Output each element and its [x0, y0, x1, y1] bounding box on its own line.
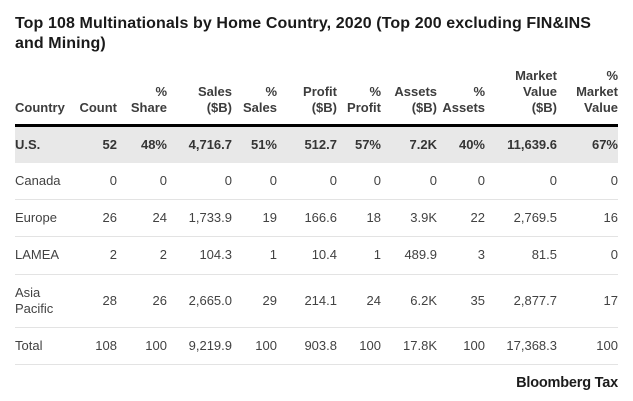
table-row-lamea: LAMEA 2 2 104.3 1 10.4 1 489.9 3 81.5 0	[15, 236, 618, 275]
cell-profit: 166.6	[277, 199, 337, 238]
cell-market-value: 2,769.5	[485, 199, 557, 238]
cell-count: 108	[75, 327, 117, 366]
cell-assets: 3.9K	[381, 199, 437, 238]
column-header-country: Country	[15, 99, 65, 115]
cell-country: Canada	[15, 162, 75, 201]
cell-pct-sales: 51%	[232, 125, 277, 163]
table-body: U.S. 52 48% 4,716.7 51% 512.7 57% 7.2K 4…	[15, 125, 618, 366]
cell-pct-share: 24	[117, 199, 167, 238]
cell-assets: 6.2K	[381, 274, 437, 329]
cell-pct-assets: 35	[437, 274, 485, 329]
cell-count: 26	[75, 199, 117, 238]
column-header-profit: Profit ($B)	[303, 83, 337, 115]
cell-sales: 0	[167, 162, 232, 201]
cell-pct-sales: 0	[232, 162, 277, 201]
cell-market-value: 11,639.6	[485, 125, 557, 163]
cell-pct-market-value: 16	[557, 199, 618, 238]
cell-profit: 10.4	[277, 236, 337, 275]
cell-assets: 7.2K	[381, 125, 437, 163]
header-row: Country Count % Share Sales ($B) % Sales Pr…	[15, 62, 618, 126]
cell-market-value: 2,877.7	[485, 274, 557, 329]
cell-pct-assets: 100	[437, 327, 485, 366]
cell-pct-market-value: 67%	[557, 125, 618, 163]
footer: Bloomberg Tax	[15, 375, 618, 391]
cell-assets: 17.8K	[381, 327, 437, 366]
cell-country: Europe	[15, 199, 75, 238]
table-row-canada: Canada 0 0 0 0 0 0 0 0 0 0	[15, 162, 618, 201]
bloomberg-tax-logo: Bloomberg Tax	[516, 375, 618, 392]
cell-profit: 903.8	[277, 327, 337, 366]
cell-pct-sales: 29	[232, 274, 277, 329]
cell-pct-share: 26	[117, 274, 167, 329]
cell-pct-assets: 40%	[437, 125, 485, 163]
cell-count: 2	[75, 236, 117, 275]
cell-country: Asia Pacific	[15, 274, 75, 329]
column-header-count: Count	[79, 99, 117, 115]
page: Top 108 Multinationals by Home Country, …	[0, 14, 633, 391]
cell-count: 28	[75, 274, 117, 329]
cell-pct-assets: 3	[437, 236, 485, 275]
cell-pct-market-value: 17	[557, 274, 618, 329]
column-header-pct-assets: % Assets	[442, 83, 485, 115]
cell-assets: 489.9	[381, 236, 437, 275]
table-row-total: Total 108 100 9,219.9 100 903.8 100 17.8…	[15, 327, 618, 366]
cell-pct-profit: 0	[337, 162, 381, 201]
cell-assets: 0	[381, 162, 437, 201]
cell-pct-market-value: 0	[557, 236, 618, 275]
cell-market-value: 81.5	[485, 236, 557, 275]
multinationals-table: Country Count % Share Sales ($B) % Sales Pr…	[15, 62, 618, 366]
cell-sales: 9,219.9	[167, 327, 232, 366]
column-header-pct-share: % Share	[130, 83, 167, 115]
cell-country: Total	[15, 327, 75, 366]
table-row-europe: Europe 26 24 1,733.9 19 166.6 18 3.9K 22…	[15, 199, 618, 238]
cell-pct-share: 2	[117, 236, 167, 275]
cell-sales: 104.3	[167, 236, 232, 275]
cell-profit: 0	[277, 162, 337, 201]
table-header: Country Count % Share Sales ($B) % Sales Pr…	[15, 62, 618, 126]
page-title: Top 108 Multinationals by Home Country, …	[15, 15, 592, 52]
cell-pct-profit: 18	[337, 199, 381, 238]
cell-market-value: 17,368.3	[485, 327, 557, 366]
cell-pct-share: 100	[117, 327, 167, 366]
cell-pct-assets: 0	[437, 162, 485, 201]
cell-pct-profit: 100	[337, 327, 381, 366]
cell-count: 52	[75, 125, 117, 163]
cell-country: U.S.	[15, 125, 75, 163]
cell-count: 0	[75, 162, 117, 201]
cell-market-value: 0	[485, 162, 557, 201]
cell-profit: 512.7	[277, 125, 337, 163]
cell-sales: 1,733.9	[167, 199, 232, 238]
cell-pct-assets: 22	[437, 199, 485, 238]
cell-pct-share: 48%	[117, 125, 167, 163]
cell-pct-profit: 1	[337, 236, 381, 275]
table-row-us: U.S. 52 48% 4,716.7 51% 512.7 57% 7.2K 4…	[15, 125, 618, 163]
cell-country: LAMEA	[15, 236, 75, 275]
cell-profit: 214.1	[277, 274, 337, 329]
cell-sales: 2,665.0	[167, 274, 232, 329]
cell-pct-sales: 100	[232, 327, 277, 366]
column-header-sales: Sales ($B)	[198, 83, 232, 115]
column-header-pct-sales: % Sales	[243, 83, 277, 115]
cell-pct-sales: 19	[232, 199, 277, 238]
column-header-market-value: Market Value ($B)	[515, 68, 557, 115]
cell-sales: 4,716.7	[167, 125, 232, 163]
column-header-pct-market-value: % Market Value	[576, 68, 618, 115]
cell-pct-sales: 1	[232, 236, 277, 275]
table-row-asia-pacific: Asia Pacific 28 26 2,665.0 29 214.1 24 6…	[15, 274, 618, 329]
column-header-assets: Assets ($B)	[394, 83, 437, 115]
cell-pct-share: 0	[117, 162, 167, 201]
cell-pct-profit: 24	[337, 274, 381, 329]
cell-pct-profit: 57%	[337, 125, 381, 163]
column-header-pct-profit: % Profit	[347, 83, 381, 115]
cell-pct-market-value: 0	[557, 162, 618, 201]
cell-pct-market-value: 100	[557, 327, 618, 366]
